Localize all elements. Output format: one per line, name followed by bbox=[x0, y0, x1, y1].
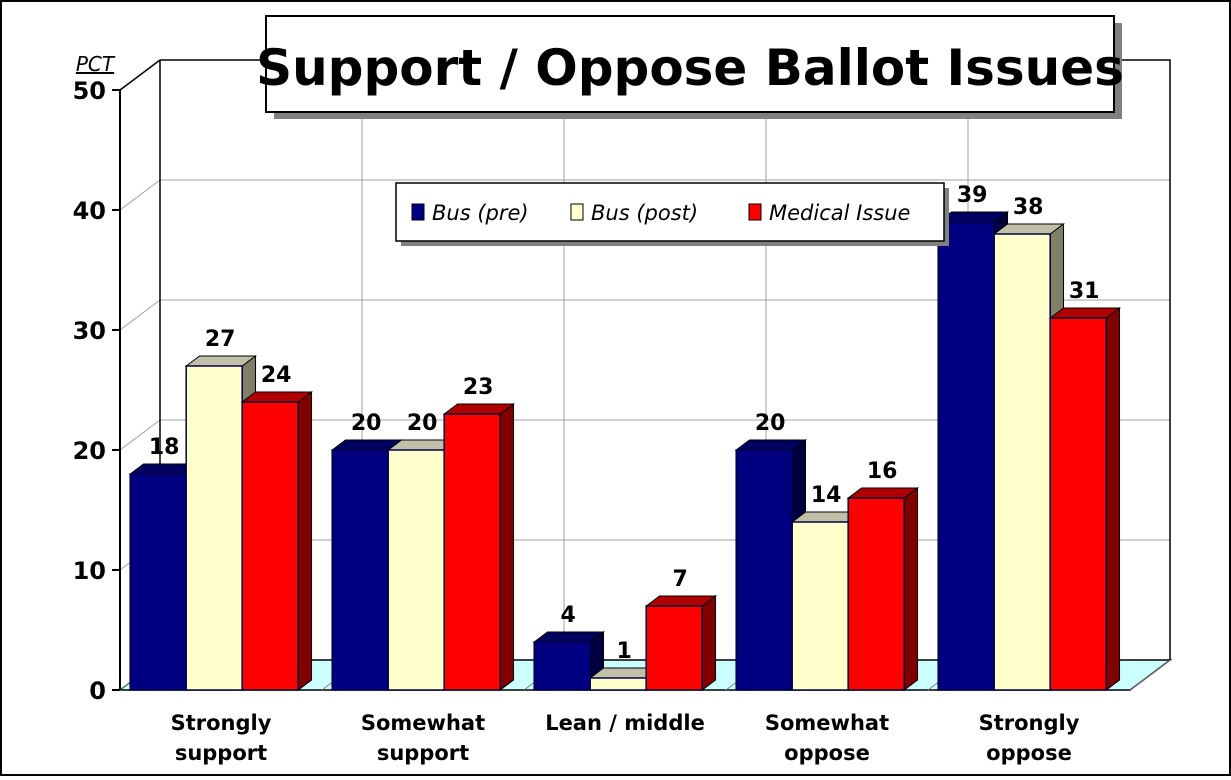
bar-face bbox=[791, 521, 849, 691]
bar-side bbox=[1105, 307, 1121, 691]
data-label: 20 bbox=[407, 411, 438, 436]
y-tick-label: 0 bbox=[89, 677, 106, 705]
bar-face bbox=[937, 221, 995, 691]
data-label: 1 bbox=[617, 639, 632, 664]
category-label: Somewhat oppose bbox=[765, 711, 889, 765]
legend-label: Medical Issue bbox=[769, 201, 910, 225]
gridline-wall bbox=[119, 179, 161, 211]
bar-face bbox=[1049, 317, 1107, 691]
bar-face bbox=[645, 605, 703, 691]
data-label: 23 bbox=[463, 375, 494, 400]
bar bbox=[846, 486, 920, 692]
data-label: 14 bbox=[811, 483, 842, 508]
data-label: 39 bbox=[957, 183, 988, 208]
bar-side bbox=[701, 594, 717, 692]
data-label: 20 bbox=[755, 411, 786, 436]
data-label: 24 bbox=[261, 363, 292, 388]
bar bbox=[532, 630, 606, 692]
y-tick-label: 40 bbox=[73, 197, 106, 225]
legend-label: Bus (post) bbox=[591, 201, 698, 225]
category-label: Strongly oppose bbox=[979, 711, 1080, 765]
y-tick-label: 30 bbox=[73, 317, 106, 345]
bar-face bbox=[589, 677, 647, 691]
bar bbox=[644, 594, 718, 692]
bar-face bbox=[185, 365, 243, 691]
bar-face bbox=[129, 473, 187, 691]
data-label: 38 bbox=[1013, 195, 1044, 220]
data-label: 7 bbox=[673, 567, 688, 592]
y-tick-label: 10 bbox=[73, 557, 106, 585]
bar-face bbox=[331, 449, 389, 691]
gridline-wall bbox=[119, 419, 161, 451]
category-label: Lean / middle bbox=[545, 711, 705, 735]
data-label: 27 bbox=[205, 327, 236, 352]
legend-swatch bbox=[411, 203, 425, 221]
bar-side bbox=[297, 390, 313, 692]
y-tick-label: 20 bbox=[73, 437, 106, 465]
bar-side bbox=[903, 486, 919, 692]
wall-top-edge bbox=[119, 59, 161, 91]
data-label: 18 bbox=[149, 435, 180, 460]
bar-face bbox=[993, 233, 1051, 691]
chart-title: Support / Oppose Ballot Issues bbox=[256, 39, 1124, 97]
bar bbox=[240, 390, 314, 692]
legend-swatch bbox=[570, 203, 584, 221]
legend-label: Bus (pre) bbox=[432, 201, 529, 225]
bar-face bbox=[387, 449, 445, 691]
category-label: Somewhat support bbox=[361, 711, 485, 765]
legend-swatch bbox=[748, 203, 762, 221]
bar bbox=[442, 402, 516, 692]
data-label: 16 bbox=[867, 459, 898, 484]
bar-face bbox=[847, 497, 905, 691]
data-label: 20 bbox=[351, 411, 382, 436]
bar-face bbox=[735, 449, 793, 691]
data-label: 31 bbox=[1069, 279, 1100, 304]
bar-side bbox=[499, 402, 515, 692]
bar-face bbox=[443, 413, 501, 691]
legend-box bbox=[395, 182, 945, 242]
title-box bbox=[265, 15, 1115, 113]
bar bbox=[1048, 307, 1122, 691]
bar-face bbox=[533, 641, 591, 691]
category-label: Strongly support bbox=[171, 711, 272, 765]
bar-face bbox=[241, 401, 299, 691]
y-tick-label: 50 bbox=[73, 77, 106, 105]
data-label: 4 bbox=[561, 603, 576, 628]
gridline-wall bbox=[119, 299, 161, 331]
floor-divider bbox=[1129, 659, 1171, 691]
y-axis-label: PCT bbox=[76, 52, 116, 76]
